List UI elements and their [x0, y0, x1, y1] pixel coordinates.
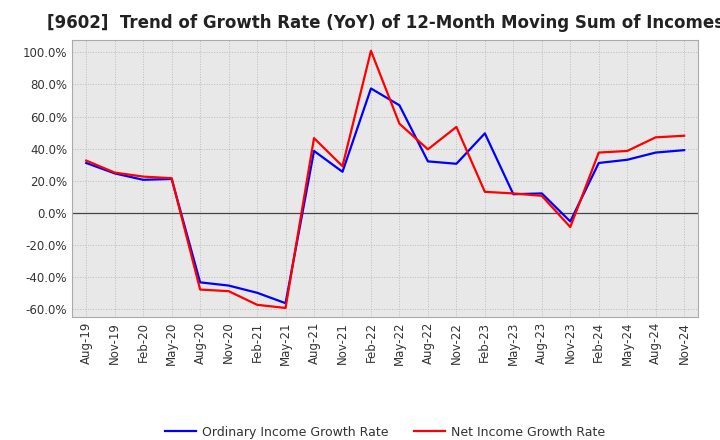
Net Income Growth Rate — [338, 164, 347, 169]
Net Income Growth Rate — [566, 224, 575, 230]
Net Income Growth Rate — [680, 133, 688, 138]
Net Income Growth Rate — [110, 170, 119, 175]
Ordinary Income Growth Rate — [139, 177, 148, 183]
Net Income Growth Rate — [480, 189, 489, 194]
Legend: Ordinary Income Growth Rate, Net Income Growth Rate: Ordinary Income Growth Rate, Net Income … — [160, 421, 611, 440]
Ordinary Income Growth Rate — [225, 283, 233, 288]
Ordinary Income Growth Rate — [480, 131, 489, 136]
Net Income Growth Rate — [82, 158, 91, 163]
Ordinary Income Growth Rate — [196, 280, 204, 285]
Ordinary Income Growth Rate — [366, 86, 375, 91]
Ordinary Income Growth Rate — [537, 191, 546, 196]
Net Income Growth Rate — [652, 135, 660, 140]
Net Income Growth Rate — [595, 150, 603, 155]
Net Income Growth Rate — [395, 121, 404, 126]
Ordinary Income Growth Rate — [452, 161, 461, 166]
Ordinary Income Growth Rate — [652, 150, 660, 155]
Ordinary Income Growth Rate — [253, 290, 261, 295]
Ordinary Income Growth Rate — [310, 148, 318, 154]
Ordinary Income Growth Rate — [423, 159, 432, 164]
Net Income Growth Rate — [537, 193, 546, 198]
Ordinary Income Growth Rate — [509, 191, 518, 197]
Line: Ordinary Income Growth Rate: Ordinary Income Growth Rate — [86, 88, 684, 303]
Net Income Growth Rate — [253, 302, 261, 308]
Net Income Growth Rate — [225, 289, 233, 294]
Net Income Growth Rate — [509, 191, 518, 196]
Net Income Growth Rate — [366, 48, 375, 53]
Line: Net Income Growth Rate: Net Income Growth Rate — [86, 51, 684, 308]
Net Income Growth Rate — [196, 287, 204, 292]
Title: [9602]  Trend of Growth Rate (YoY) of 12-Month Moving Sum of Incomes: [9602] Trend of Growth Rate (YoY) of 12-… — [47, 15, 720, 33]
Ordinary Income Growth Rate — [82, 160, 91, 165]
Net Income Growth Rate — [423, 147, 432, 152]
Net Income Growth Rate — [623, 148, 631, 154]
Ordinary Income Growth Rate — [167, 176, 176, 182]
Net Income Growth Rate — [139, 174, 148, 179]
Ordinary Income Growth Rate — [338, 169, 347, 174]
Net Income Growth Rate — [452, 124, 461, 129]
Ordinary Income Growth Rate — [282, 301, 290, 306]
Ordinary Income Growth Rate — [623, 157, 631, 162]
Ordinary Income Growth Rate — [110, 171, 119, 176]
Net Income Growth Rate — [310, 136, 318, 141]
Ordinary Income Growth Rate — [566, 219, 575, 224]
Ordinary Income Growth Rate — [680, 147, 688, 153]
Net Income Growth Rate — [282, 305, 290, 311]
Ordinary Income Growth Rate — [595, 160, 603, 165]
Net Income Growth Rate — [167, 176, 176, 181]
Ordinary Income Growth Rate — [395, 103, 404, 108]
